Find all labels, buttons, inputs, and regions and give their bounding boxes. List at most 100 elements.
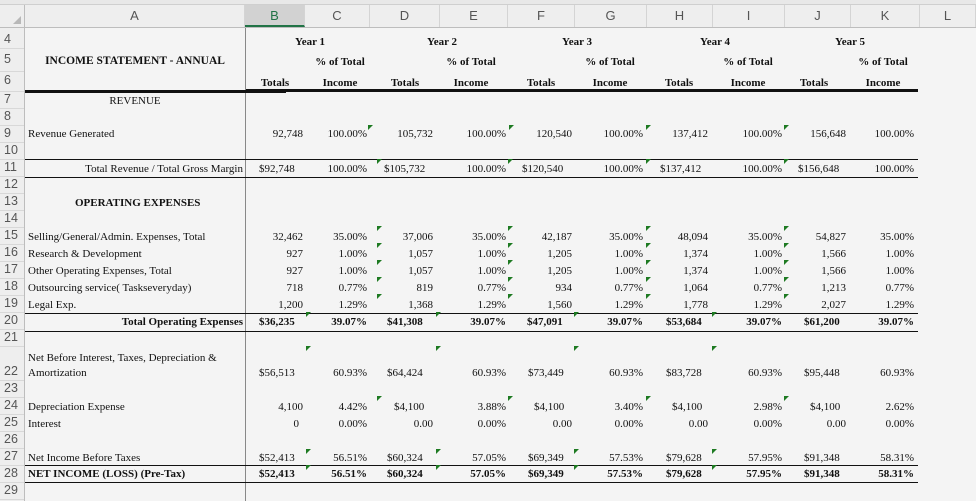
value-cell[interactable]: 100.00% <box>327 163 367 175</box>
value-cell[interactable]: 1.29% <box>753 299 782 311</box>
value-cell[interactable]: 1,778 <box>683 299 708 311</box>
value-cell[interactable]: 4,100 <box>278 401 303 413</box>
value-cell[interactable]: $56,513 <box>259 367 295 379</box>
value-cell[interactable]: 1,560 <box>547 299 572 311</box>
error-indicator-icon[interactable] <box>377 226 382 231</box>
error-indicator-icon[interactable] <box>712 312 717 317</box>
value-cell[interactable]: 2.62% <box>885 401 914 413</box>
error-indicator-icon[interactable] <box>784 159 789 164</box>
value-cell[interactable]: 1,200 <box>278 299 303 311</box>
value-cell[interactable]: 718 <box>286 282 304 294</box>
col-header-k[interactable]: K <box>851 5 920 27</box>
col-header-d[interactable]: D <box>370 5 440 27</box>
row-header[interactable]: 4 <box>0 32 24 49</box>
error-indicator-icon[interactable] <box>509 125 514 130</box>
error-indicator-icon[interactable] <box>574 312 579 317</box>
value-cell[interactable]: $64,424 <box>387 367 423 379</box>
value-cell[interactable]: 1,566 <box>821 248 846 260</box>
value-cell[interactable]: 57.05% <box>470 468 506 480</box>
value-cell[interactable]: $79,628 <box>666 452 702 464</box>
value-cell[interactable]: 42,187 <box>541 231 572 243</box>
value-cell[interactable]: 0.00% <box>614 418 643 430</box>
value-cell[interactable]: 0 <box>293 418 300 430</box>
value-cell[interactable]: 0.00% <box>477 418 506 430</box>
row-header[interactable]: 10 <box>0 143 24 160</box>
error-indicator-icon[interactable] <box>784 243 789 248</box>
value-cell[interactable]: 0.00 <box>552 418 572 430</box>
value-cell[interactable]: 1,064 <box>683 282 708 294</box>
value-cell[interactable]: 35.00% <box>333 231 367 243</box>
value-cell[interactable]: 1.00% <box>614 265 643 277</box>
row-header[interactable]: 25 <box>0 415 24 432</box>
value-cell[interactable]: 57.95% <box>746 468 782 480</box>
value-cell[interactable]: 32,462 <box>272 231 303 243</box>
error-indicator-icon[interactable] <box>508 226 513 231</box>
value-cell[interactable]: 48,094 <box>677 231 708 243</box>
value-cell[interactable]: 156,648 <box>810 128 846 140</box>
value-cell[interactable]: 1.00% <box>614 248 643 260</box>
value-cell[interactable]: 39.07% <box>331 316 367 328</box>
value-cell[interactable]: $4,100 <box>394 401 425 413</box>
value-cell[interactable]: 54,827 <box>815 231 846 243</box>
col-header-j[interactable]: J <box>785 5 851 27</box>
value-cell[interactable]: $4,100 <box>672 401 703 413</box>
value-cell[interactable]: 37,006 <box>402 231 433 243</box>
row-header[interactable]: 24 <box>0 398 24 415</box>
value-cell[interactable]: 1.29% <box>338 299 367 311</box>
value-cell[interactable]: 4.42% <box>338 401 367 413</box>
value-cell[interactable]: 1,374 <box>683 248 708 260</box>
error-indicator-icon[interactable] <box>306 312 311 317</box>
row-header[interactable]: 13 <box>0 194 24 211</box>
value-cell[interactable]: 56.51% <box>331 468 367 480</box>
value-cell[interactable]: $60,324 <box>387 452 423 464</box>
value-cell[interactable]: 1.29% <box>614 299 643 311</box>
value-cell[interactable]: 100.00% <box>327 128 367 140</box>
value-cell[interactable]: 100.00% <box>603 163 643 175</box>
row-header[interactable]: 22 <box>0 347 24 381</box>
value-cell[interactable]: 92,748 <box>272 128 303 140</box>
value-cell[interactable]: 1,057 <box>408 248 433 260</box>
error-indicator-icon[interactable] <box>784 260 789 265</box>
value-cell[interactable]: 1,205 <box>547 248 572 260</box>
error-indicator-icon[interactable] <box>574 465 579 470</box>
value-cell[interactable]: 0.77% <box>338 282 367 294</box>
value-cell[interactable]: 100.00% <box>603 128 643 140</box>
col-header-l[interactable]: L <box>920 5 976 27</box>
value-cell[interactable]: 1.00% <box>753 248 782 260</box>
value-cell[interactable]: $156,648 <box>798 163 840 175</box>
row-header[interactable]: 8 <box>0 109 24 126</box>
value-cell[interactable]: 1,368 <box>408 299 433 311</box>
value-cell[interactable]: 60.93% <box>748 367 782 379</box>
value-cell[interactable]: $91,348 <box>804 452 840 464</box>
value-cell[interactable]: 35.00% <box>609 231 643 243</box>
value-cell[interactable]: 56.51% <box>333 452 367 464</box>
error-indicator-icon[interactable] <box>377 260 382 265</box>
value-cell[interactable]: $52,413 <box>259 468 295 480</box>
value-cell[interactable]: 0.77% <box>885 282 914 294</box>
error-indicator-icon[interactable] <box>508 294 513 299</box>
value-cell[interactable]: 1.00% <box>753 265 782 277</box>
error-indicator-icon[interactable] <box>712 346 717 351</box>
value-cell[interactable]: $53,684 <box>666 316 702 328</box>
col-header-h[interactable]: H <box>647 5 713 27</box>
value-cell[interactable]: $73,449 <box>528 367 564 379</box>
value-cell[interactable]: 58.31% <box>878 468 914 480</box>
error-indicator-icon[interactable] <box>646 260 651 265</box>
value-cell[interactable]: 934 <box>555 282 573 294</box>
error-indicator-icon[interactable] <box>646 243 651 248</box>
value-cell[interactable]: $52,413 <box>259 452 295 464</box>
value-cell[interactable]: 0.77% <box>477 282 506 294</box>
row-header[interactable]: 18 <box>0 279 24 296</box>
value-cell[interactable]: 819 <box>416 282 434 294</box>
value-cell[interactable]: 1.29% <box>885 299 914 311</box>
value-cell[interactable]: 100.00% <box>874 128 914 140</box>
row-header[interactable]: 6 <box>0 73 24 92</box>
value-cell[interactable]: 0.77% <box>753 282 782 294</box>
value-cell[interactable]: 1.00% <box>338 248 367 260</box>
error-indicator-icon[interactable] <box>436 346 441 351</box>
error-indicator-icon[interactable] <box>712 465 717 470</box>
col-header-f[interactable]: F <box>508 5 575 27</box>
value-cell[interactable]: $69,349 <box>528 452 564 464</box>
value-cell[interactable]: $47,091 <box>527 316 563 328</box>
value-cell[interactable]: 100.00% <box>466 163 506 175</box>
